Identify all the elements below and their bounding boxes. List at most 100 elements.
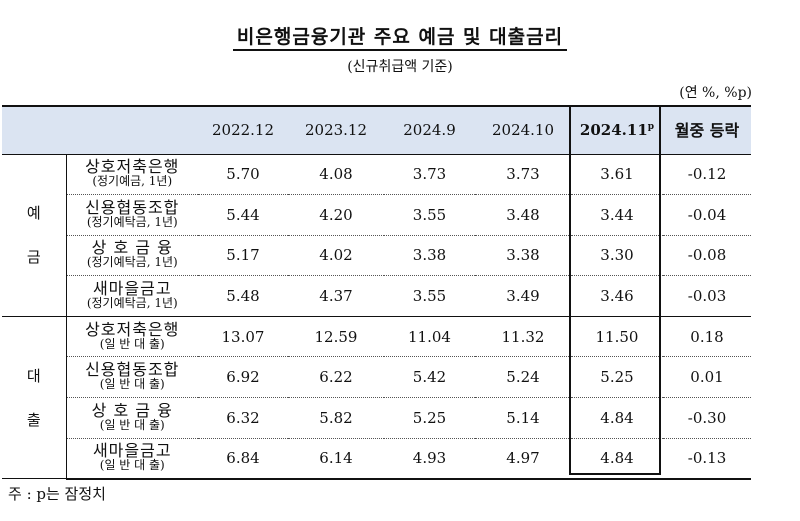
product-type: (일 반 대 출) [99, 336, 165, 351]
institution-cell: 새마을금고 (일 반 대 출) [66, 438, 198, 480]
change-cell: -0.12 [663, 154, 751, 196]
rate-cell: 3.38 [384, 235, 475, 277]
table-row: 대 출 상호저축은행 (일 반 대 출) 13.07 12.59 11.04 11.32 11.… [2, 316, 751, 480]
institution-cell: 새마을금고 (정기예탁금, 1년) [66, 275, 198, 317]
rate-cell: 12.59 [288, 316, 384, 358]
rate-cell: 5.25 [571, 356, 663, 399]
table-row: 상 호 금 융 (일 반 대 출) 6.32 5.82 5.25 5.14 4.84 -0.3… [2, 397, 751, 439]
product-type: (일 반 대 출) [99, 417, 165, 432]
rates-table: 2022.12 2023.12 2024.9 2024.10 2024.11p … [2, 105, 751, 480]
institution-cell: 상호저축은행 (정기예금, 1년) [66, 154, 198, 196]
column-header: 2023.12 [288, 105, 384, 155]
change-cell: -0.30 [663, 397, 751, 439]
institution-name: 새마을금고 [92, 441, 172, 461]
product-type: (정기예탁금, 1년) [86, 296, 178, 311]
institution-cell: 상 호 금 융 (정기예탁금, 1년) [66, 235, 198, 277]
rate-cell: 4.97 [475, 438, 571, 480]
header-corner [2, 105, 198, 155]
institution-cell: 상호저축은행 (일 반 대 출) [66, 316, 198, 358]
rate-cell: 4.08 [288, 154, 384, 196]
footnote: 주 : p는 잠정치 [8, 485, 106, 503]
rate-cell: 6.22 [288, 356, 384, 399]
institution-name: 상 호 금 융 [91, 400, 173, 420]
rate-cell: 5.17 [198, 235, 288, 277]
rate-cell: 3.73 [384, 154, 475, 196]
rate-cell: 11.32 [475, 316, 571, 358]
rate-cell: 3.30 [571, 235, 663, 277]
rate-cell: 4.84 [571, 438, 663, 480]
column-header: 2022.12 [198, 105, 288, 155]
institution-name: 신용협동조합 [85, 360, 180, 380]
column-header-change: 월중 등락 [663, 105, 751, 155]
table-row: 예 금 상호저축은행 (정기예금, 1년) 5.70 4.08 3.73 3.73 3.61 -0… [2, 154, 751, 317]
rate-cell: 4.93 [384, 438, 475, 480]
product-type: (정기예금, 1년) [92, 174, 173, 189]
rate-cell: 3.38 [475, 235, 571, 277]
institution-name: 상 호 금 융 [91, 238, 173, 258]
rate-cell: 3.55 [384, 275, 475, 317]
rate-cell: 5.82 [288, 397, 384, 439]
rate-cell: 5.14 [475, 397, 571, 439]
rate-cell: 6.92 [198, 356, 288, 399]
rate-cell: 4.20 [288, 194, 384, 236]
table-row: 새마을금고 (일 반 대 출) 6.84 6.14 4.93 4.97 4.84 -0.13 [2, 438, 751, 480]
institution-name: 신용협동조합 [85, 197, 180, 217]
group-label-char: 대 [26, 366, 41, 385]
group-label-char: 예 [26, 204, 41, 223]
rate-cell: 4.02 [288, 235, 384, 277]
product-type: (일 반 대 출) [99, 377, 165, 392]
rate-cell: 3.55 [384, 194, 475, 236]
change-cell: -0.08 [663, 235, 751, 277]
unit-label: (연 %, %p) [679, 85, 752, 101]
rate-cell: 3.48 [475, 194, 571, 236]
institution-cell: 상 호 금 융 (일 반 대 출) [66, 397, 198, 439]
rate-cell: 3.73 [475, 154, 571, 196]
institution-name: 상호저축은행 [85, 319, 180, 339]
rate-cell: 5.44 [198, 194, 288, 236]
table-row: 새마을금고 (정기예탁금, 1년) 5.48 4.37 3.55 3.49 3.46 -0.0… [2, 275, 751, 317]
change-cell: 0.18 [663, 316, 751, 358]
provisional-mark: p [647, 122, 655, 133]
rate-cell: 3.49 [475, 275, 571, 317]
change-cell: 0.01 [663, 356, 751, 399]
rate-cell: 3.61 [571, 154, 663, 196]
rate-cell: 5.48 [198, 275, 288, 317]
rate-cell: 5.42 [384, 356, 475, 399]
change-cell: -0.13 [663, 438, 751, 480]
rate-cell: 4.37 [288, 275, 384, 317]
rate-cell: 3.44 [571, 194, 663, 236]
column-header: 2024.9 [384, 105, 475, 155]
rate-cell: 3.46 [571, 275, 663, 317]
institution-cell: 신용협동조합 (일 반 대 출) [66, 356, 198, 399]
table-row: 신용협동조합 (정기예탁금, 1년) 5.44 4.20 3.55 3.48 3.44 -0.… [2, 194, 751, 236]
rate-cell: 5.24 [475, 356, 571, 399]
change-cell: -0.04 [663, 194, 751, 236]
rate-cell: 5.25 [384, 397, 475, 439]
rate-cell: 6.32 [198, 397, 288, 439]
rate-cell: 6.14 [288, 438, 384, 480]
document-subtitle: (신규취급액 기준) [347, 59, 453, 75]
group-label-char: 금 [26, 248, 41, 267]
institution-name: 상호저축은행 [85, 157, 180, 177]
institution-name: 새마을금고 [92, 279, 172, 299]
rate-cell: 4.84 [571, 397, 663, 439]
rate-cell: 6.84 [198, 438, 288, 480]
product-type: (정기예탁금, 1년) [86, 255, 178, 270]
column-header: 2024.10 [475, 105, 571, 155]
change-cell: -0.03 [663, 275, 751, 317]
group-label-char: 출 [26, 410, 41, 429]
document-title: 비은행금융기관 주요 예금 및 대출금리 [0, 22, 800, 51]
header-row: 2022.12 2023.12 2024.9 2024.10 2024.11p … [2, 105, 751, 155]
table-row: 신용협동조합 (일 반 대 출) 6.92 6.22 5.42 5.24 5.25 0.01 [2, 356, 751, 399]
rate-cell: 13.07 [198, 316, 288, 358]
rate-cell: 11.04 [384, 316, 475, 358]
product-type: (일 반 대 출) [99, 458, 165, 473]
product-type: (정기예탁금, 1년) [86, 214, 178, 229]
column-header-latest: 2024.11p [571, 105, 663, 155]
table-row: 상 호 금 융 (정기예탁금, 1년) 5.17 4.02 3.38 3.38 3.30 -0… [2, 235, 751, 277]
rate-cell: 11.50 [571, 316, 663, 358]
rate-cell: 5.70 [198, 154, 288, 196]
institution-cell: 신용협동조합 (정기예탁금, 1년) [66, 194, 198, 236]
